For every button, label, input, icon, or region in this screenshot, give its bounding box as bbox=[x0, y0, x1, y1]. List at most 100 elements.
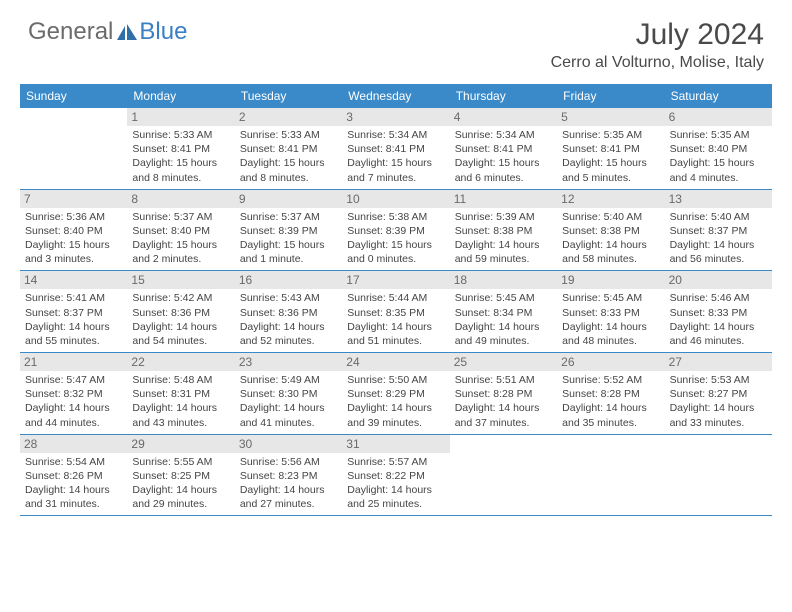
sunrise-text: Sunrise: 5:33 AM bbox=[132, 128, 229, 142]
day-number: 5 bbox=[557, 108, 664, 126]
day-info: Sunrise: 5:37 AMSunset: 8:40 PMDaylight:… bbox=[132, 210, 229, 267]
daylight-text: Daylight: 14 hours and 39 minutes. bbox=[347, 401, 444, 429]
sunset-text: Sunset: 8:27 PM bbox=[670, 387, 767, 401]
sunrise-text: Sunrise: 5:55 AM bbox=[132, 455, 229, 469]
sunset-text: Sunset: 8:37 PM bbox=[670, 224, 767, 238]
sunset-text: Sunset: 8:29 PM bbox=[347, 387, 444, 401]
day-info: Sunrise: 5:40 AMSunset: 8:38 PMDaylight:… bbox=[562, 210, 659, 267]
day-number bbox=[557, 435, 664, 453]
day-number: 15 bbox=[127, 271, 234, 289]
sunset-text: Sunset: 8:41 PM bbox=[347, 142, 444, 156]
dow-tuesday: Tuesday bbox=[235, 84, 342, 108]
sunset-text: Sunset: 8:33 PM bbox=[670, 306, 767, 320]
day-info: Sunrise: 5:33 AMSunset: 8:41 PMDaylight:… bbox=[240, 128, 337, 185]
day-number: 6 bbox=[665, 108, 772, 126]
sunrise-text: Sunrise: 5:41 AM bbox=[25, 291, 122, 305]
day-cell: 16Sunrise: 5:43 AMSunset: 8:36 PMDayligh… bbox=[235, 271, 342, 352]
day-cell: 20Sunrise: 5:46 AMSunset: 8:33 PMDayligh… bbox=[665, 271, 772, 352]
sunrise-text: Sunrise: 5:33 AM bbox=[240, 128, 337, 142]
daylight-text: Daylight: 14 hours and 51 minutes. bbox=[347, 320, 444, 348]
day-info: Sunrise: 5:42 AMSunset: 8:36 PMDaylight:… bbox=[132, 291, 229, 348]
day-number: 20 bbox=[665, 271, 772, 289]
day-number: 3 bbox=[342, 108, 449, 126]
day-cell: 21Sunrise: 5:47 AMSunset: 8:32 PMDayligh… bbox=[20, 353, 127, 434]
sunrise-text: Sunrise: 5:52 AM bbox=[562, 373, 659, 387]
day-cell: 2Sunrise: 5:33 AMSunset: 8:41 PMDaylight… bbox=[235, 108, 342, 189]
dow-sunday: Sunday bbox=[20, 84, 127, 108]
sunset-text: Sunset: 8:23 PM bbox=[240, 469, 337, 483]
sunset-text: Sunset: 8:22 PM bbox=[347, 469, 444, 483]
sunrise-text: Sunrise: 5:34 AM bbox=[347, 128, 444, 142]
day-info: Sunrise: 5:52 AMSunset: 8:28 PMDaylight:… bbox=[562, 373, 659, 430]
day-number: 31 bbox=[342, 435, 449, 453]
sunrise-text: Sunrise: 5:34 AM bbox=[455, 128, 552, 142]
calendar-body: 1Sunrise: 5:33 AMSunset: 8:41 PMDaylight… bbox=[20, 108, 772, 516]
day-cell: 13Sunrise: 5:40 AMSunset: 8:37 PMDayligh… bbox=[665, 190, 772, 271]
day-info: Sunrise: 5:53 AMSunset: 8:27 PMDaylight:… bbox=[670, 373, 767, 430]
logo-sails-icon bbox=[115, 22, 139, 42]
day-cell: 25Sunrise: 5:51 AMSunset: 8:28 PMDayligh… bbox=[450, 353, 557, 434]
day-info: Sunrise: 5:39 AMSunset: 8:38 PMDaylight:… bbox=[455, 210, 552, 267]
day-cell: 18Sunrise: 5:45 AMSunset: 8:34 PMDayligh… bbox=[450, 271, 557, 352]
sunset-text: Sunset: 8:41 PM bbox=[240, 142, 337, 156]
day-info: Sunrise: 5:36 AMSunset: 8:40 PMDaylight:… bbox=[25, 210, 122, 267]
sunset-text: Sunset: 8:36 PM bbox=[132, 306, 229, 320]
day-number: 8 bbox=[127, 190, 234, 208]
sunrise-text: Sunrise: 5:43 AM bbox=[240, 291, 337, 305]
day-cell: 10Sunrise: 5:38 AMSunset: 8:39 PMDayligh… bbox=[342, 190, 449, 271]
day-cell: 24Sunrise: 5:50 AMSunset: 8:29 PMDayligh… bbox=[342, 353, 449, 434]
day-number: 4 bbox=[450, 108, 557, 126]
sunset-text: Sunset: 8:25 PM bbox=[132, 469, 229, 483]
sunset-text: Sunset: 8:39 PM bbox=[240, 224, 337, 238]
day-number: 13 bbox=[665, 190, 772, 208]
daylight-text: Daylight: 14 hours and 35 minutes. bbox=[562, 401, 659, 429]
day-number: 28 bbox=[20, 435, 127, 453]
logo-text-blue: Blue bbox=[139, 18, 187, 46]
sunrise-text: Sunrise: 5:48 AM bbox=[132, 373, 229, 387]
day-number: 26 bbox=[557, 353, 664, 371]
day-number: 1 bbox=[127, 108, 234, 126]
daylight-text: Daylight: 14 hours and 55 minutes. bbox=[25, 320, 122, 348]
day-info: Sunrise: 5:45 AMSunset: 8:34 PMDaylight:… bbox=[455, 291, 552, 348]
day-number: 9 bbox=[235, 190, 342, 208]
day-number: 17 bbox=[342, 271, 449, 289]
day-info: Sunrise: 5:34 AMSunset: 8:41 PMDaylight:… bbox=[455, 128, 552, 185]
dow-wednesday: Wednesday bbox=[342, 84, 449, 108]
daylight-text: Daylight: 14 hours and 48 minutes. bbox=[562, 320, 659, 348]
daylight-text: Daylight: 15 hours and 4 minutes. bbox=[670, 156, 767, 184]
daylight-text: Daylight: 15 hours and 3 minutes. bbox=[25, 238, 122, 266]
day-info: Sunrise: 5:51 AMSunset: 8:28 PMDaylight:… bbox=[455, 373, 552, 430]
week-row: 7Sunrise: 5:36 AMSunset: 8:40 PMDaylight… bbox=[20, 190, 772, 272]
dow-friday: Friday bbox=[557, 84, 664, 108]
sunset-text: Sunset: 8:28 PM bbox=[562, 387, 659, 401]
sunrise-text: Sunrise: 5:35 AM bbox=[562, 128, 659, 142]
sunrise-text: Sunrise: 5:38 AM bbox=[347, 210, 444, 224]
day-cell: 6 Sunrise: 5:35 AMSunset: 8:40 PMDaylight… bbox=[665, 108, 772, 189]
day-info: Sunrise: 5:45 AMSunset: 8:33 PMDaylight:… bbox=[562, 291, 659, 348]
sunset-text: Sunset: 8:30 PM bbox=[240, 387, 337, 401]
daylight-text: Daylight: 14 hours and 25 minutes. bbox=[347, 483, 444, 511]
sunset-text: Sunset: 8:40 PM bbox=[132, 224, 229, 238]
day-cell: 1 Sunrise: 5:33 AMSunset: 8:41 PMDaylight… bbox=[127, 108, 234, 189]
day-info: Sunrise: 5:33 AMSunset: 8:41 PMDaylight:… bbox=[132, 128, 229, 185]
day-number: 29 bbox=[127, 435, 234, 453]
day-cell: 3Sunrise: 5:34 AMSunset: 8:41 PMDaylight… bbox=[342, 108, 449, 189]
daylight-text: Daylight: 14 hours and 27 minutes. bbox=[240, 483, 337, 511]
location-subtitle: Cerro al Volturno, Molise, Italy bbox=[551, 54, 764, 72]
empty-cell bbox=[450, 435, 557, 516]
sunrise-text: Sunrise: 5:36 AM bbox=[25, 210, 122, 224]
sunset-text: Sunset: 8:28 PM bbox=[455, 387, 552, 401]
sunset-text: Sunset: 8:40 PM bbox=[25, 224, 122, 238]
daylight-text: Daylight: 15 hours and 1 minute. bbox=[240, 238, 337, 266]
sunrise-text: Sunrise: 5:45 AM bbox=[455, 291, 552, 305]
page-title: July 2024 bbox=[551, 18, 764, 52]
daylight-text: Daylight: 14 hours and 43 minutes. bbox=[132, 401, 229, 429]
day-info: Sunrise: 5:57 AMSunset: 8:22 PMDaylight:… bbox=[347, 455, 444, 512]
day-info: Sunrise: 5:35 AMSunset: 8:40 PMDaylight:… bbox=[670, 128, 767, 185]
sunset-text: Sunset: 8:26 PM bbox=[25, 469, 122, 483]
sunset-text: Sunset: 8:39 PM bbox=[347, 224, 444, 238]
sunset-text: Sunset: 8:38 PM bbox=[562, 224, 659, 238]
sunrise-text: Sunrise: 5:40 AM bbox=[562, 210, 659, 224]
daylight-text: Daylight: 14 hours and 29 minutes. bbox=[132, 483, 229, 511]
day-cell: 30Sunrise: 5:56 AMSunset: 8:23 PMDayligh… bbox=[235, 435, 342, 516]
